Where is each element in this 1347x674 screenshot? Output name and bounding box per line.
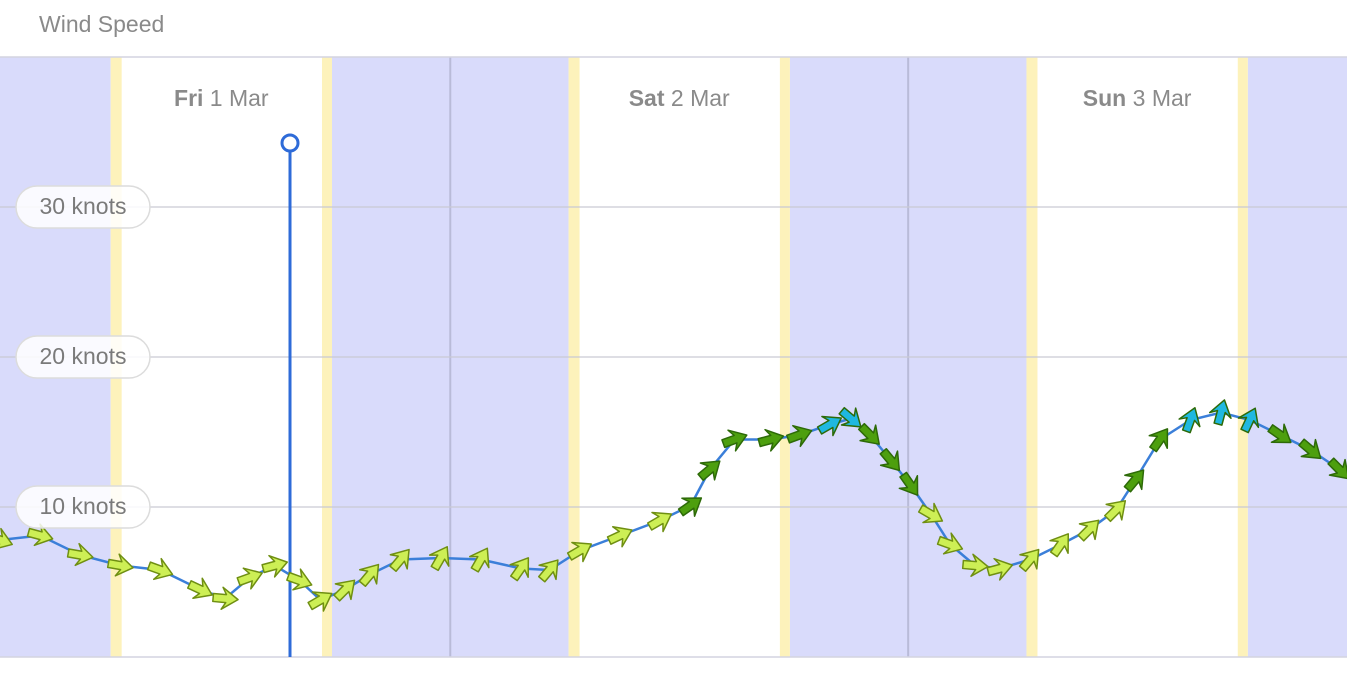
wind-arrow [1267,423,1292,444]
wind-arrow [389,548,410,573]
wind-arrow [26,523,54,547]
tick-pill [15,185,151,229]
wind-arrow [1178,407,1201,434]
wind-arrow [697,460,721,482]
wind-arrow [786,424,813,448]
wind-arrow [961,553,989,577]
wind-arrow [1077,519,1100,542]
wind-arrow [857,422,880,445]
wind-arrow [917,502,944,524]
wind-arrow [358,563,380,588]
wind-arrow [879,447,901,472]
wind-arrow [1327,457,1347,480]
wind-arrow [646,511,673,533]
day-label: Sun 3 Mar [1083,85,1192,111]
wind-arrow [428,545,450,572]
wind-arrow [1104,500,1127,523]
wind-arrow [898,471,919,496]
day-label: Fri 1 Mar [174,85,269,111]
date: 1 Mar [210,85,269,111]
weekday: Fri [174,85,203,111]
wind-arrow [838,406,862,428]
wind-arrow [509,557,530,582]
wind-arrow [212,586,239,610]
wind-arrow [146,557,174,581]
wind-arrow [186,577,213,599]
wind-arrow [307,591,333,612]
date: 3 Mar [1133,85,1192,111]
wind-arrow [333,579,356,602]
wind-arrow [721,429,748,452]
wind-arrow [606,526,633,548]
wind-arrow [106,553,134,577]
wind-arrow [1298,438,1322,460]
wind-arrow [537,559,559,583]
now-marker [280,133,300,153]
weekday: Sat [629,85,665,111]
chart-title: Wind Speed [39,11,164,37]
wind-arrow [1208,399,1232,426]
wind-arrow [1049,533,1070,558]
wind-arrow [936,532,964,555]
wind-arrow [469,547,490,573]
wind-arrow [236,567,263,590]
y-tick-label: 10 knots [40,493,127,519]
date: 2 Mar [671,85,730,111]
weekday: Sun [1083,85,1126,111]
wind-arrow [66,542,94,567]
wind-arrow [677,497,703,517]
wind-arrow [1018,548,1040,573]
y-tick-label: 20 knots [40,343,127,369]
wind-arrow [816,415,843,437]
wind-arrow [261,554,289,578]
wind-arrow [1237,407,1260,434]
day-label: Sat 2 Mar [629,85,730,111]
wind-arrow [757,428,785,452]
y-tick-label: 30 knots [40,193,127,219]
wind-arrow [566,541,593,563]
tick-pill [15,335,151,379]
wind-arrow [1123,469,1145,493]
wind-arrow [286,568,313,591]
wind-arrow [1148,428,1169,453]
wind-arrow [986,557,1014,581]
wind-arrow [0,527,13,551]
tick-pill [15,485,151,529]
